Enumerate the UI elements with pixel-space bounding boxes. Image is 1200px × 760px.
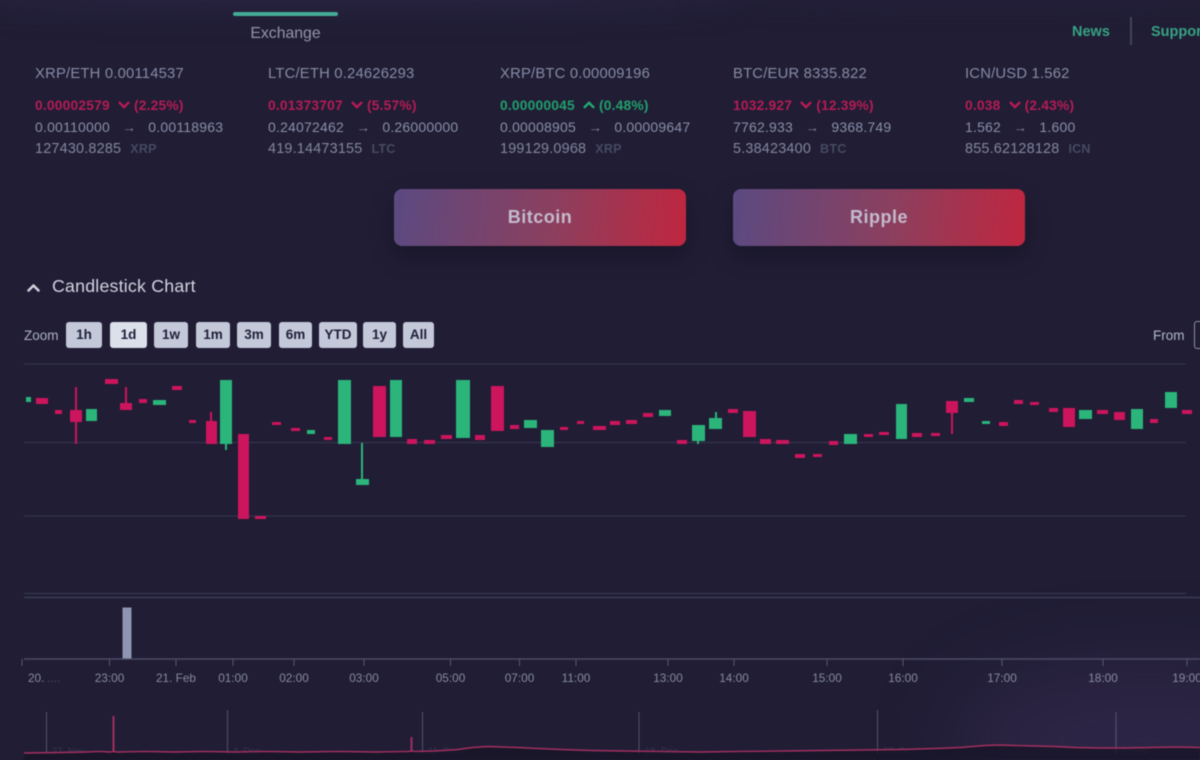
svg-text:02:00: 02:00 [279,671,309,685]
svg-text:14:00: 14:00 [719,671,749,685]
svg-text:03:00: 03:00 [349,671,379,685]
svg-text:13:00: 13:00 [653,671,683,685]
svg-text:16:00: 16:00 [888,671,918,685]
svg-text:11:00: 11:00 [562,671,591,685]
svg-text:18:00: 18:00 [1088,671,1118,685]
svg-text:17:00: 17:00 [987,671,1017,685]
svg-text:23:00: 23:00 [95,671,125,685]
svg-text:21. Feb: 21. Feb [156,671,196,685]
svg-text:20.: 20. [28,671,44,685]
svg-text:07:00: 07:00 [505,671,535,685]
svg-text:19:00: 19:00 [1172,671,1200,685]
svg-text:15:00: 15:00 [812,671,842,685]
svg-text:....: .... [47,671,60,685]
svg-text:27. Nov: 27. Nov [52,746,85,757]
svg-text:01:00: 01:00 [218,671,248,685]
svg-text:05:00: 05:00 [436,671,466,685]
